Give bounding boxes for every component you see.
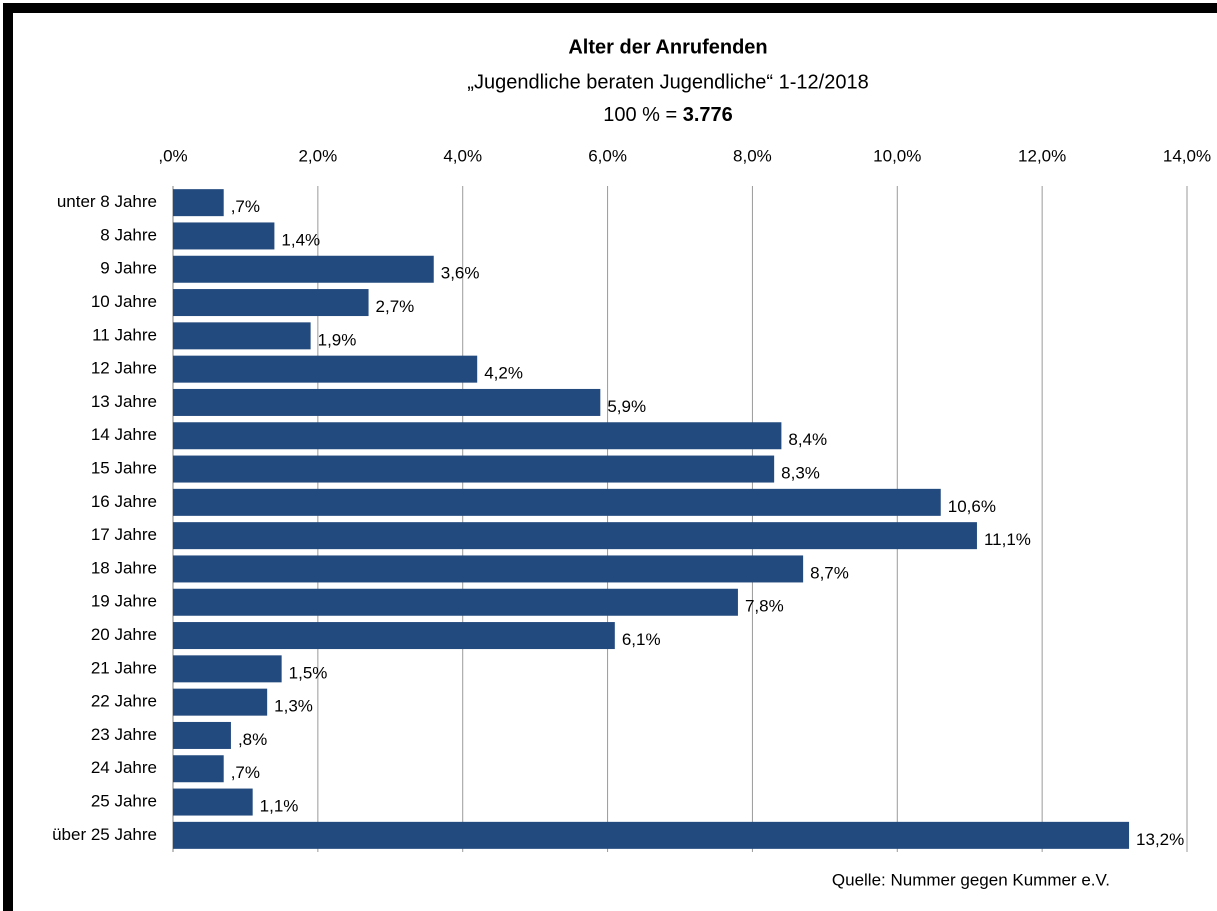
bar bbox=[173, 721, 231, 749]
data-label: 1,9% bbox=[318, 330, 357, 349]
y-tick-label: 16 Jahre bbox=[91, 492, 157, 511]
data-label: 13,2% bbox=[1136, 830, 1184, 849]
x-tick-label: 4,0% bbox=[443, 146, 482, 165]
total: 3.776 bbox=[683, 104, 733, 126]
data-label: 5,9% bbox=[607, 397, 646, 416]
data-label: 8,3% bbox=[781, 464, 820, 483]
x-tick-label: 14,0% bbox=[1163, 146, 1211, 165]
data-label: 1,5% bbox=[289, 663, 328, 682]
bar bbox=[173, 788, 253, 816]
data-label: 3,6% bbox=[441, 264, 480, 283]
y-tick-label: 14 Jahre bbox=[91, 425, 157, 444]
total-line: 100 % = 3.776 bbox=[603, 104, 733, 126]
x-tick-label: ,0% bbox=[158, 146, 187, 165]
y-tick-label: 17 Jahre bbox=[91, 525, 157, 544]
bar bbox=[173, 588, 738, 616]
y-tick-label: 22 Jahre bbox=[91, 692, 157, 711]
bar bbox=[173, 455, 775, 483]
bar bbox=[173, 655, 282, 683]
chart-subtitle: „Jugendliche beraten Jugendliche“ 1-12/2… bbox=[467, 71, 868, 93]
data-label: 1,1% bbox=[260, 797, 299, 816]
bar bbox=[173, 755, 224, 783]
y-tick-label: 19 Jahre bbox=[91, 592, 157, 611]
y-tick-label: 13 Jahre bbox=[91, 392, 157, 411]
x-tick-label: 8,0% bbox=[733, 146, 772, 165]
y-tick-label: 24 Jahre bbox=[91, 758, 157, 777]
x-tick-label: 10,0% bbox=[873, 146, 921, 165]
total-prefix: 100 % = bbox=[603, 104, 677, 126]
x-tick-label: 6,0% bbox=[588, 146, 627, 165]
chart-title: Alter der Anrufenden bbox=[568, 36, 767, 58]
y-tick-label: 15 Jahre bbox=[91, 459, 157, 478]
y-tick-label: 9 Jahre bbox=[100, 259, 157, 278]
y-tick-label: 21 Jahre bbox=[91, 658, 157, 677]
bar bbox=[173, 488, 941, 516]
bar bbox=[173, 821, 1130, 849]
data-label: 2,7% bbox=[376, 297, 415, 316]
data-label: 4,2% bbox=[484, 364, 523, 383]
bar bbox=[173, 555, 804, 583]
y-tick-label: 12 Jahre bbox=[91, 359, 157, 378]
data-label: ,7% bbox=[231, 763, 260, 782]
data-label: 7,8% bbox=[745, 597, 784, 616]
bar bbox=[173, 289, 369, 317]
y-tick-label: 20 Jahre bbox=[91, 625, 157, 644]
y-tick-label: 23 Jahre bbox=[91, 725, 157, 744]
bar bbox=[173, 688, 268, 716]
data-label: 6,1% bbox=[622, 630, 661, 649]
y-tick-label: 25 Jahre bbox=[91, 792, 157, 811]
y-tick-label: unter 8 Jahre bbox=[57, 192, 157, 211]
data-label: 1,4% bbox=[281, 230, 320, 249]
bar bbox=[173, 622, 615, 650]
data-label: ,7% bbox=[231, 197, 260, 216]
data-label: 8,4% bbox=[788, 430, 827, 449]
y-tick-label: über 25 Jahre bbox=[52, 825, 157, 844]
bar bbox=[173, 322, 311, 350]
bar bbox=[173, 355, 478, 383]
x-tick-label: 2,0% bbox=[298, 146, 337, 165]
data-label: 10,6% bbox=[948, 497, 996, 516]
data-label: 1,3% bbox=[274, 697, 313, 716]
bar bbox=[173, 255, 434, 283]
bar bbox=[173, 388, 601, 416]
y-tick-label: 11 Jahre bbox=[92, 325, 157, 344]
y-tick-label: 8 Jahre bbox=[100, 225, 157, 244]
y-tick-label: 10 Jahre bbox=[91, 292, 157, 311]
bar bbox=[173, 522, 977, 550]
bar bbox=[173, 222, 275, 250]
frame bbox=[3, 3, 1217, 911]
bar bbox=[173, 422, 782, 450]
bar bbox=[173, 189, 224, 217]
data-label: ,8% bbox=[238, 730, 267, 749]
data-label: 8,7% bbox=[810, 563, 849, 582]
y-tick-label: 18 Jahre bbox=[91, 558, 157, 577]
data-label: 11,1% bbox=[984, 530, 1031, 549]
x-tick-label: 12,0% bbox=[1018, 146, 1066, 165]
source: Quelle: Nummer gegen Kummer e.V. bbox=[832, 870, 1110, 889]
